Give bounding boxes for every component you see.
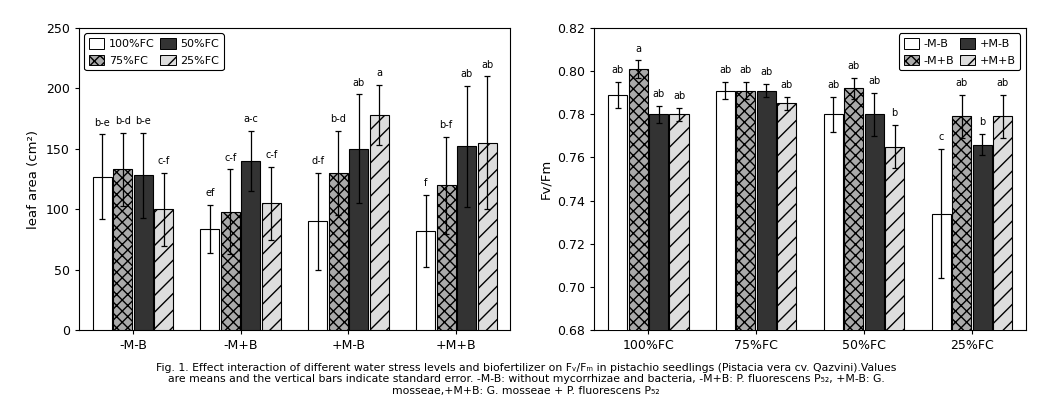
Text: d-f: d-f <box>311 156 324 166</box>
Text: ab: ab <box>673 91 685 101</box>
Y-axis label: Fv/Fm: Fv/Fm <box>539 159 552 199</box>
Bar <box>628 69 648 398</box>
Bar <box>715 90 735 398</box>
Bar <box>824 114 843 398</box>
Bar <box>608 95 627 398</box>
Bar <box>931 214 951 398</box>
Bar <box>154 209 174 330</box>
Text: a-c: a-c <box>243 114 259 124</box>
Bar <box>993 117 1012 398</box>
Bar <box>844 88 864 398</box>
Legend: -M-B, -M+B, +M-B, +M+B: -M-B, -M+B, +M-B, +M+B <box>899 33 1020 70</box>
Bar <box>416 231 436 330</box>
Text: c-f: c-f <box>265 150 278 160</box>
Text: c-f: c-f <box>158 156 169 166</box>
Bar <box>437 185 456 330</box>
Text: ab: ab <box>611 65 624 75</box>
Bar <box>328 173 348 330</box>
Bar <box>457 146 477 330</box>
Bar <box>885 147 905 398</box>
Text: b-e: b-e <box>136 117 150 127</box>
Bar <box>369 115 389 330</box>
Bar <box>241 161 261 330</box>
Text: ab: ab <box>955 78 968 88</box>
Text: a: a <box>377 68 382 78</box>
Legend: 100%FC, 75%FC, 50%FC, 25%FC: 100%FC, 75%FC, 50%FC, 25%FC <box>84 33 223 70</box>
Bar <box>669 114 689 398</box>
Text: b-d: b-d <box>330 114 346 124</box>
Text: ab: ab <box>868 76 881 86</box>
Text: ab: ab <box>720 65 731 75</box>
Bar <box>113 170 133 330</box>
Text: ab: ab <box>652 89 665 99</box>
Text: c: c <box>938 132 944 142</box>
Bar <box>134 176 153 330</box>
Bar <box>93 177 112 330</box>
Text: ab: ab <box>827 80 839 90</box>
Bar <box>952 117 971 398</box>
Bar <box>777 103 796 398</box>
Bar <box>736 90 755 398</box>
Text: ab: ab <box>761 67 772 77</box>
Text: ab: ab <box>461 69 472 79</box>
Text: ef: ef <box>205 188 215 198</box>
Text: ab: ab <box>848 61 859 71</box>
Bar <box>308 221 327 330</box>
Bar <box>200 229 220 330</box>
Text: b-f: b-f <box>440 120 452 130</box>
Text: a: a <box>635 44 641 54</box>
Bar <box>478 143 497 330</box>
Text: b: b <box>979 117 985 127</box>
Text: f: f <box>424 178 427 188</box>
Text: ab: ab <box>781 80 793 90</box>
Bar <box>221 212 240 330</box>
Text: c-f: c-f <box>224 153 237 163</box>
Text: ab: ab <box>996 78 1009 88</box>
Text: ab: ab <box>352 78 365 88</box>
Bar <box>865 114 884 398</box>
Bar <box>262 203 281 330</box>
Text: ab: ab <box>740 65 752 75</box>
Y-axis label: leaf area (cm²): leaf area (cm²) <box>27 130 40 228</box>
Text: ab: ab <box>481 60 493 70</box>
Bar <box>972 144 992 398</box>
Text: b-d: b-d <box>115 117 130 127</box>
Text: b-e: b-e <box>95 118 110 128</box>
Text: b: b <box>891 108 897 119</box>
Bar <box>649 114 668 398</box>
Bar <box>349 149 368 330</box>
Text: Fig. 1. Effect interaction of different water stress levels and biofertilizer on: Fig. 1. Effect interaction of different … <box>156 363 896 396</box>
Bar <box>756 90 776 398</box>
